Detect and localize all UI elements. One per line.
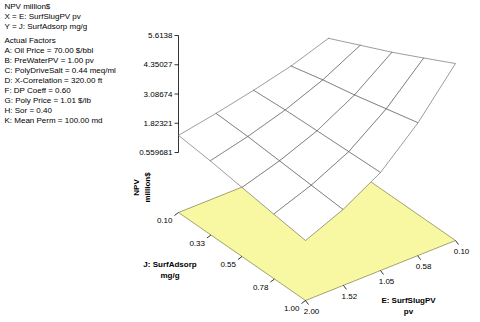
svg-text:1.52: 1.52 bbox=[342, 292, 358, 301]
svg-text:B: PreWaterPV = 1.00 pv: B: PreWaterPV = 1.00 pv bbox=[5, 56, 94, 65]
svg-text:million$: million$ bbox=[143, 172, 152, 203]
svg-text:G: Poly Price = 1.01 $/lb: G: Poly Price = 1.01 $/lb bbox=[5, 96, 92, 105]
svg-text:0.55: 0.55 bbox=[220, 260, 236, 269]
svg-text:4.35027: 4.35027 bbox=[144, 60, 173, 69]
svg-text:0.559681: 0.559681 bbox=[139, 148, 173, 157]
svg-text:pv: pv bbox=[404, 307, 414, 316]
svg-text:0.10: 0.10 bbox=[454, 247, 470, 256]
svg-text:X = E: SurfSlugPV pv: X = E: SurfSlugPV pv bbox=[5, 12, 81, 21]
svg-text:3.08674: 3.08674 bbox=[144, 90, 173, 99]
svg-text:2.00: 2.00 bbox=[304, 307, 320, 316]
svg-text:Y = J: SurfAdsorp mg/g: Y = J: SurfAdsorp mg/g bbox=[5, 22, 88, 31]
svg-text:0.10: 0.10 bbox=[157, 216, 173, 225]
svg-text:H: Sor = 0.40: H: Sor = 0.40 bbox=[5, 106, 53, 115]
svg-text:K: Mean Perm = 100.00 md: K: Mean Perm = 100.00 md bbox=[5, 116, 103, 125]
svg-text:NPV: NPV bbox=[132, 179, 141, 196]
svg-text:0.78: 0.78 bbox=[253, 283, 269, 292]
svg-text:Actual Factors: Actual Factors bbox=[5, 36, 56, 45]
svg-text:E: SurfSlugPV: E: SurfSlugPV bbox=[381, 296, 436, 305]
svg-text:5.6138: 5.6138 bbox=[148, 31, 173, 40]
svg-text:C: PolyDriveSalt = 0.44 meq/ml: C: PolyDriveSalt = 0.44 meq/ml bbox=[5, 66, 117, 75]
svg-text:0.33: 0.33 bbox=[189, 239, 205, 248]
svg-text:1.00: 1.00 bbox=[284, 304, 300, 313]
svg-text:0.58: 0.58 bbox=[416, 262, 432, 271]
svg-text:J: SurfAdsorp: J: SurfAdsorp bbox=[143, 260, 196, 269]
svg-text:mg/g: mg/g bbox=[160, 271, 179, 280]
svg-text:D: X-Correlation = 320.00 ft: D: X-Correlation = 320.00 ft bbox=[5, 76, 103, 85]
svg-text:NPV million$: NPV million$ bbox=[5, 2, 51, 11]
svg-text:A: Oil Price = 70.00 $/bbl: A: Oil Price = 70.00 $/bbl bbox=[5, 46, 94, 55]
svg-text:F: DP Coeff = 0.60: F: DP Coeff = 0.60 bbox=[5, 86, 72, 95]
svg-text:1.05: 1.05 bbox=[379, 277, 395, 286]
svg-text:1.82321: 1.82321 bbox=[144, 119, 173, 128]
